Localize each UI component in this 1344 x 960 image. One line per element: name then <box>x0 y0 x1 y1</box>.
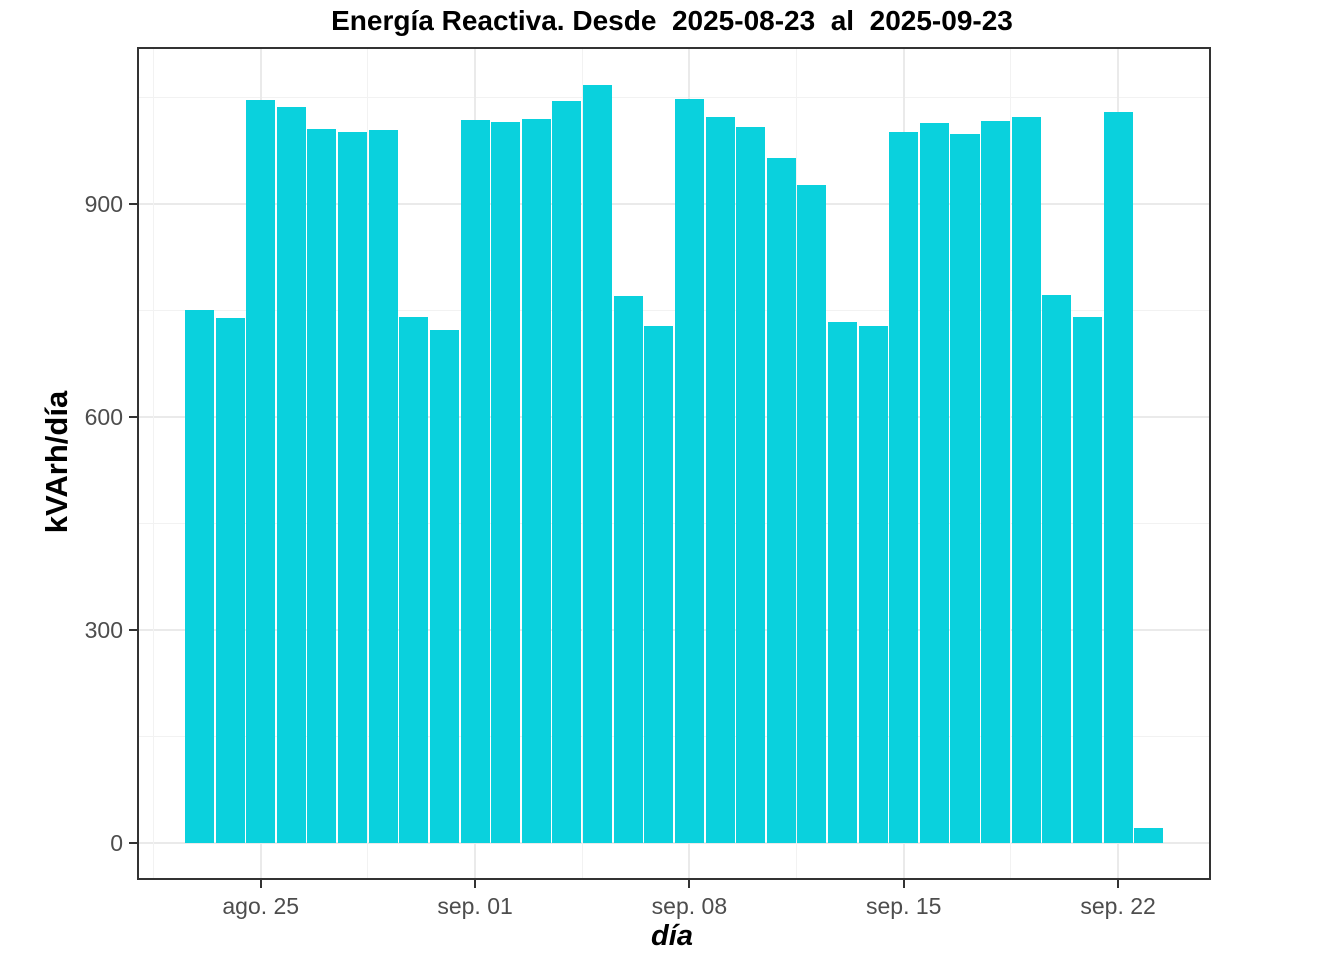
bar <box>215 317 245 844</box>
x-tick-mark <box>902 880 905 888</box>
bar <box>307 129 337 844</box>
y-tick-label: 900 <box>84 190 123 217</box>
bar <box>276 107 306 844</box>
bar <box>644 326 674 844</box>
x-gridline-minor <box>153 49 155 878</box>
bar <box>828 321 858 844</box>
x-gridline-minor <box>367 49 369 878</box>
bar <box>338 132 368 844</box>
bar <box>583 84 613 844</box>
bar <box>521 118 551 844</box>
bar <box>858 326 888 844</box>
x-tick-label: sep. 15 <box>866 893 942 919</box>
x-gridline-minor <box>581 49 583 878</box>
bar <box>674 98 704 844</box>
bar <box>950 134 980 844</box>
x-tick-mark <box>474 880 477 888</box>
x-tick-label: sep. 01 <box>437 893 513 919</box>
y-gridline-major <box>139 415 1209 418</box>
bar <box>919 122 949 844</box>
bar <box>552 100 582 844</box>
y-tick-mark <box>129 629 137 632</box>
x-tick-mark <box>259 880 262 888</box>
y-tick-label: 300 <box>84 617 123 644</box>
y-gridline-major <box>139 629 1209 632</box>
bar <box>246 100 276 844</box>
bar <box>981 120 1011 844</box>
y-gridline-minor <box>139 736 1209 738</box>
x-axis-title: día <box>651 920 693 952</box>
chart-title: Energía Reactiva. Desde 2025-08-23 al 20… <box>331 5 1013 36</box>
y-gridline-minor <box>139 309 1209 311</box>
bar <box>1072 316 1102 844</box>
x-tick-label: sep. 08 <box>651 893 728 919</box>
y-tick-mark <box>129 842 137 845</box>
bar <box>705 117 735 844</box>
x-tick-label: sep. 22 <box>1080 893 1156 919</box>
bar <box>399 316 429 844</box>
plot-panel <box>137 47 1211 880</box>
y-tick-label: 0 <box>110 830 123 857</box>
bar <box>429 329 459 844</box>
x-tick-label: ago. 25 <box>222 893 300 919</box>
bar <box>766 158 796 844</box>
x-gridline-minor <box>1010 49 1012 878</box>
bar <box>368 129 398 844</box>
bar <box>889 132 919 844</box>
bar <box>1042 295 1072 844</box>
y-tick-mark <box>129 202 137 205</box>
x-tick-mark <box>1117 880 1120 888</box>
y-gridline-major <box>139 202 1209 205</box>
bar <box>1134 827 1164 844</box>
x-gridline-minor <box>796 49 798 878</box>
bar <box>613 296 643 844</box>
y-gridline-major <box>139 842 1209 845</box>
bar <box>736 127 766 844</box>
bar <box>797 184 827 844</box>
bar <box>491 122 521 844</box>
y-tick-mark <box>129 415 137 418</box>
bar <box>184 310 214 844</box>
bar <box>1011 117 1041 844</box>
y-tick-label: 600 <box>84 403 123 430</box>
x-tick-mark <box>688 880 691 888</box>
bar <box>460 120 490 844</box>
y-gridline-minor <box>139 523 1209 525</box>
bar <box>1103 111 1133 844</box>
y-gridline-minor <box>139 96 1209 98</box>
